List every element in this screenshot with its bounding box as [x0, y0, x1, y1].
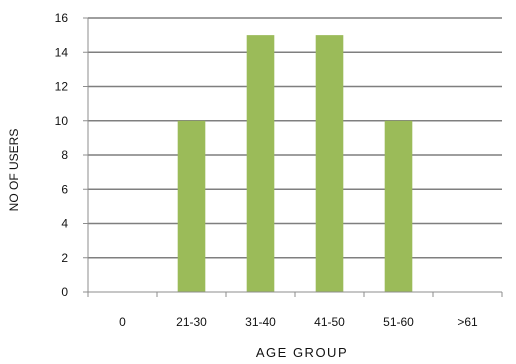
tick-labels: 0 2 4 6 8 10 12 14 16 0 21-30 31-40 41-50 51-60 >61: [55, 11, 478, 329]
x-tick-label: 51-60: [383, 315, 414, 329]
bars: [177, 35, 413, 292]
y-tick-label: 2: [61, 251, 68, 265]
y-tick-label: 4: [61, 217, 68, 231]
bar: [315, 35, 344, 292]
bar: [177, 120, 206, 292]
x-tick-label: 41-50: [314, 315, 345, 329]
x-axis-title: AGE GROUP: [256, 345, 348, 360]
y-tick-label: 16: [55, 11, 69, 25]
y-tick-label: 0: [61, 285, 68, 299]
axes: [83, 17, 503, 297]
bar: [384, 120, 413, 292]
y-axis-title: NO OF USERS: [7, 129, 21, 212]
x-tick-label: 0: [119, 315, 126, 329]
y-tick-label: 6: [61, 182, 68, 196]
y-tick-label: 8: [61, 148, 68, 162]
x-tick-label: >61: [457, 315, 478, 329]
y-tick-label: 12: [55, 80, 69, 94]
y-tick-label: 14: [55, 45, 69, 59]
gridlines: [88, 17, 502, 259]
x-tick-label: 21-30: [176, 315, 207, 329]
y-tick-label: 10: [55, 114, 69, 128]
x-tick-label: 31-40: [245, 315, 276, 329]
bar: [246, 35, 275, 292]
